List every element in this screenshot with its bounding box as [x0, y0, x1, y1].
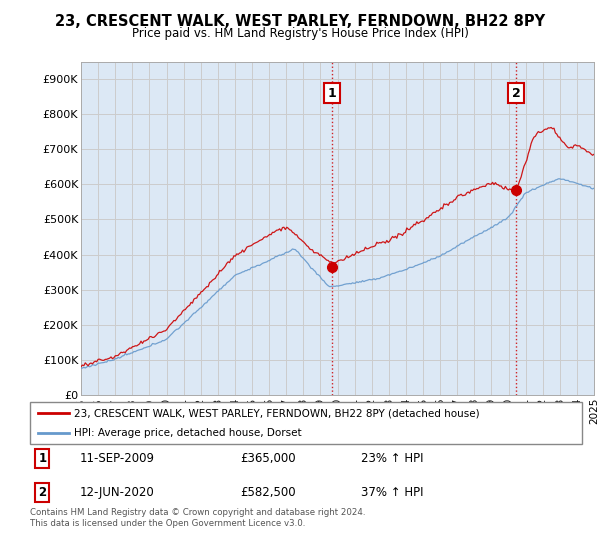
- Text: 1: 1: [38, 452, 46, 465]
- Text: 23% ↑ HPI: 23% ↑ HPI: [361, 452, 424, 465]
- Text: Price paid vs. HM Land Registry's House Price Index (HPI): Price paid vs. HM Land Registry's House …: [131, 27, 469, 40]
- Text: 12-JUN-2020: 12-JUN-2020: [80, 486, 154, 500]
- Text: 23, CRESCENT WALK, WEST PARLEY, FERNDOWN, BH22 8PY (detached house): 23, CRESCENT WALK, WEST PARLEY, FERNDOWN…: [74, 408, 480, 418]
- Text: £582,500: £582,500: [240, 486, 295, 500]
- Text: Contains HM Land Registry data © Crown copyright and database right 2024.
This d: Contains HM Land Registry data © Crown c…: [30, 508, 365, 528]
- Text: 1: 1: [328, 87, 337, 100]
- Text: HPI: Average price, detached house, Dorset: HPI: Average price, detached house, Dors…: [74, 428, 302, 438]
- Text: 2: 2: [512, 87, 521, 100]
- Text: 37% ↑ HPI: 37% ↑ HPI: [361, 486, 424, 500]
- Text: £365,000: £365,000: [240, 452, 295, 465]
- Text: 11-SEP-2009: 11-SEP-2009: [80, 452, 155, 465]
- Text: 2: 2: [38, 486, 46, 500]
- Text: 23, CRESCENT WALK, WEST PARLEY, FERNDOWN, BH22 8PY: 23, CRESCENT WALK, WEST PARLEY, FERNDOWN…: [55, 14, 545, 29]
